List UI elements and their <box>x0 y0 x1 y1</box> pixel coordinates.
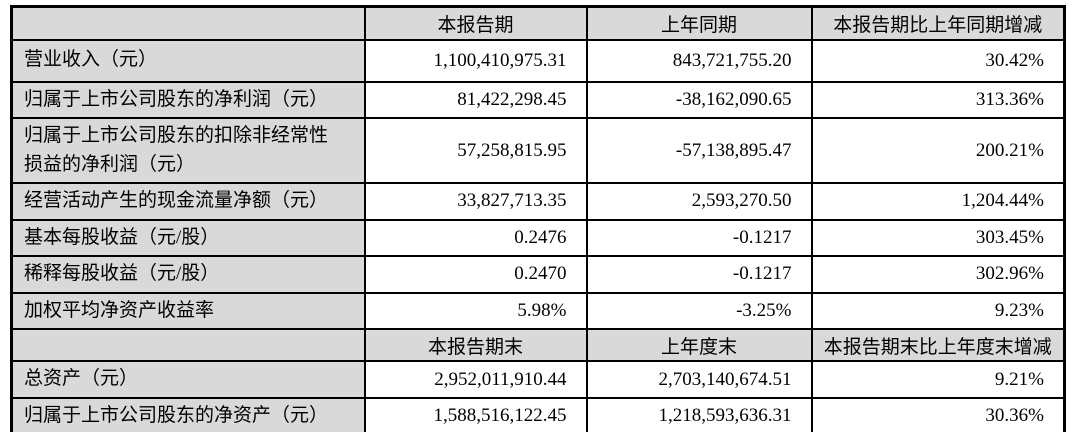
table-row-basic-eps: 基本每股收益（元/股） 0.2476 -0.1217 303.45% <box>10 218 1066 257</box>
change-value: 9.21% <box>810 360 1066 399</box>
current-period-value: 0.2470 <box>363 255 588 294</box>
prior-period-value: -57,138,895.47 <box>585 117 813 184</box>
table-row-net-profit: 归属于上市公司股东的净利润（元） 81,422,298.45 -38,162,0… <box>10 80 1066 119</box>
change-value: 1,204.44% <box>810 182 1066 221</box>
table-row-total-assets: 总资产（元） 2,952,011,910.44 2,703,140,674.51… <box>10 360 1066 399</box>
metric-label: 归属于上市公司股东的净资产（元） <box>10 397 366 432</box>
current-period-value: 1,100,410,975.31 <box>363 38 588 83</box>
change-value: 30.36% <box>810 397 1066 432</box>
table-row-weighted-roe: 加权平均净资产收益率 5.98% -3.25% 9.23% <box>10 291 1066 330</box>
current-period-value: 81,422,298.45 <box>363 80 588 119</box>
prior-period-value: -38,162,090.65 <box>585 80 813 119</box>
prior-period-value: 1,218,593,636.31 <box>585 397 813 432</box>
change-value: 200.21% <box>810 117 1066 184</box>
table-row-operating-cash-flow: 经营活动产生的现金流量净额（元） 33,827,713.35 2,593,270… <box>10 182 1066 221</box>
prior-period-value: 843,721,755.20 <box>585 38 813 83</box>
col-header-prior-period: 上年同期 <box>585 5 813 41</box>
col-header-empty <box>10 5 366 41</box>
col-header-current-period-end: 本报告期末 <box>363 328 588 362</box>
period-header-row: 本报告期 上年同期 本报告期比上年同期增减 <box>10 5 1066 41</box>
change-value: 313.36% <box>810 80 1066 119</box>
col-header-period-change: 本报告期比上年同期增减 <box>810 5 1066 41</box>
current-period-value: 33,827,713.35 <box>363 182 588 221</box>
metric-label: 归属于上市公司股东的扣除非经常性损益的净利润（元） <box>10 117 366 184</box>
current-period-value: 2,952,011,910.44 <box>363 360 588 399</box>
key-accounting-data-table: 本报告期 上年同期 本报告期比上年同期增减 营业收入（元） 1,100,410,… <box>10 5 1066 432</box>
prior-period-value: -0.1217 <box>585 218 813 257</box>
current-period-value: 5.98% <box>363 291 588 330</box>
metric-label: 归属于上市公司股东的净利润（元） <box>10 80 366 119</box>
metric-label: 基本每股收益（元/股） <box>10 218 366 257</box>
prior-period-value: 2,703,140,674.51 <box>585 360 813 399</box>
col-header-prior-year-end: 上年度末 <box>585 328 813 362</box>
table-row-diluted-eps: 稀释每股收益（元/股） 0.2470 -0.1217 302.96% <box>10 255 1066 294</box>
metric-label: 营业收入（元） <box>10 38 366 83</box>
current-period-value: 57,258,815.95 <box>363 117 588 184</box>
period-end-header-row: 本报告期末 上年度末 本报告期末比上年度末增减 <box>10 328 1066 362</box>
col-header-current-period: 本报告期 <box>363 5 588 41</box>
metric-label: 经营活动产生的现金流量净额（元） <box>10 182 366 221</box>
change-value: 9.23% <box>810 291 1066 330</box>
change-value: 30.42% <box>810 38 1066 83</box>
table-row-revenue: 营业收入（元） 1,100,410,975.31 843,721,755.20 … <box>10 38 1066 83</box>
prior-period-value: -3.25% <box>585 291 813 330</box>
metric-label: 总资产（元） <box>10 360 366 399</box>
current-period-value: 0.2476 <box>363 218 588 257</box>
change-value: 303.45% <box>810 218 1066 257</box>
current-period-value: 1,588,516,122.45 <box>363 397 588 432</box>
change-value: 302.96% <box>810 255 1066 294</box>
col-header-empty <box>10 328 366 362</box>
table-row-non-recurring-net-profit: 归属于上市公司股东的扣除非经常性损益的净利润（元） 57,258,815.95 … <box>10 117 1066 184</box>
prior-period-value: -0.1217 <box>585 255 813 294</box>
metric-label: 加权平均净资产收益率 <box>10 291 366 330</box>
prior-period-value: 2,593,270.50 <box>585 182 813 221</box>
col-header-period-end-change: 本报告期末比上年度末增减 <box>810 328 1066 362</box>
metric-label: 稀释每股收益（元/股） <box>10 255 366 294</box>
table-row-net-assets: 归属于上市公司股东的净资产（元） 1,588,516,122.45 1,218,… <box>10 397 1066 432</box>
